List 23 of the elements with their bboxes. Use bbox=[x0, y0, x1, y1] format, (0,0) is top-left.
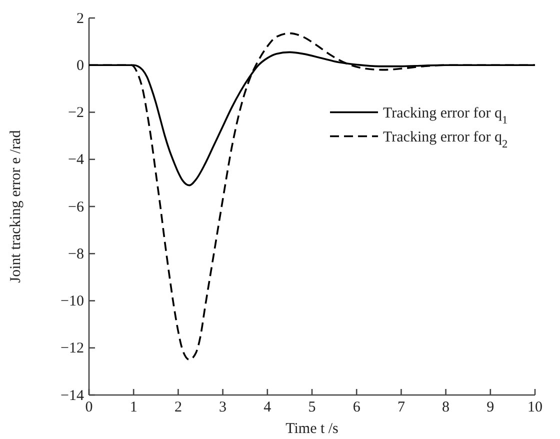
y-axis-title: Joint tracking error e /rad bbox=[8, 130, 24, 283]
x-tick-label: 6 bbox=[352, 400, 361, 416]
x-tick-label: 9 bbox=[486, 400, 494, 416]
x-tick-label: 4 bbox=[264, 400, 272, 416]
y-tick-label: −12 bbox=[60, 340, 84, 357]
x-tick-label: 3 bbox=[219, 400, 227, 416]
x-tick-label: 7 bbox=[397, 400, 406, 416]
y-tick-label: −2 bbox=[68, 105, 84, 122]
x-tick-label: 2 bbox=[174, 400, 182, 416]
x-tick-label: 10 bbox=[528, 400, 542, 416]
y-tick-label: 2 bbox=[76, 10, 84, 27]
y-tick-label: −14 bbox=[60, 388, 84, 404]
x-axis-title: Time t /s bbox=[286, 421, 339, 437]
y-tick-label: 0 bbox=[76, 58, 84, 74]
y-tick-label: −10 bbox=[60, 294, 84, 310]
legend-label: Tracking error for q$_{2}$ bbox=[383, 129, 508, 150]
x-tick-label: 5 bbox=[308, 400, 316, 416]
legend-label: Tracking error for q$_{1}$ bbox=[383, 105, 508, 126]
x-tick-label: 8 bbox=[442, 400, 450, 416]
y-tick-label: −4 bbox=[68, 152, 84, 168]
x-tick-label: 1 bbox=[130, 400, 138, 416]
y-tick-label: −8 bbox=[68, 246, 84, 262]
y-tick-label: −6 bbox=[68, 199, 84, 216]
